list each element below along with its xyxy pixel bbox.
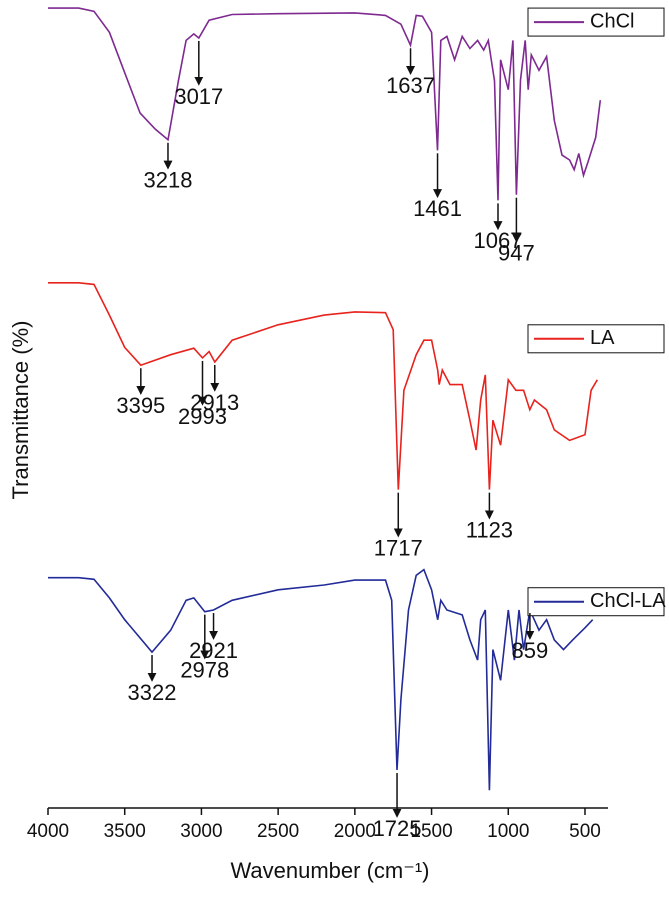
legend-label: LA [590,327,615,349]
peak-label: 1461 [413,196,462,221]
x-tick-label: 3500 [104,821,146,842]
x-tick-label: 2500 [257,821,299,842]
peak-label: 859 [512,638,549,663]
peak-label: 3322 [128,680,177,705]
peak-label: 2978 [180,657,229,682]
x-axis-label: Wavenumber (cm⁻¹) [230,858,429,883]
spectrum-line [48,282,598,490]
spectrum-line [48,7,602,201]
legend-label: ChCl [590,10,634,32]
peak-label: 2921 [189,638,238,663]
x-tick-label: 4000 [27,821,69,842]
legend-label: ChCl-LA [590,590,666,612]
peak-label: 1637 [386,73,435,98]
x-tick-label: 1500 [410,821,452,842]
peak-label: 2993 [178,404,227,429]
peak-label: 2913 [190,390,239,415]
x-tick-label: 1000 [487,821,529,842]
peak-label: 1717 [374,535,423,560]
peak-label: 947 [498,241,535,266]
peak-label: 1725 [373,816,422,841]
y-axis-label: Transmittance (%) [8,321,33,500]
x-tick-label: 3000 [180,821,222,842]
x-tick-label: 500 [569,821,601,842]
peak-label: 3218 [144,168,193,193]
spectrum-line [48,568,594,791]
x-tick-label: 2000 [334,821,376,842]
peak-label: 1123 [466,517,513,542]
peak-label: 3395 [116,393,165,418]
peak-label: 3017 [174,84,223,109]
